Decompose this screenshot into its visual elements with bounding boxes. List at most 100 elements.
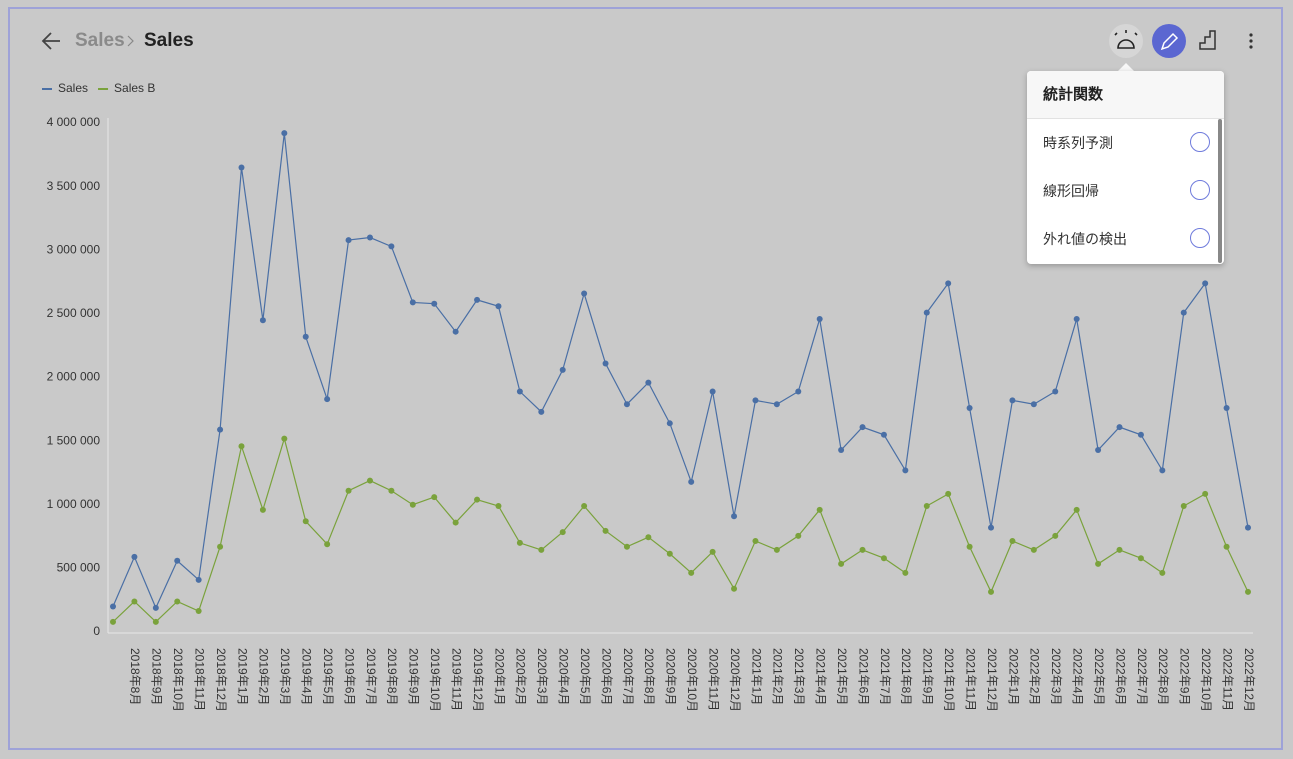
data-point bbox=[1073, 315, 1080, 322]
menu-title: 統計関数 bbox=[1027, 71, 1224, 119]
x-tick-label: 2021年10月 bbox=[942, 648, 956, 712]
data-point bbox=[409, 299, 416, 306]
stats-button[interactable] bbox=[1109, 24, 1143, 58]
data-point bbox=[1137, 555, 1144, 562]
data-point bbox=[1180, 309, 1187, 316]
data-point bbox=[688, 569, 695, 576]
x-tick-label: 2021年4月 bbox=[814, 648, 828, 705]
breadcrumb-current: Sales bbox=[144, 30, 194, 51]
x-tick-label: 2022年12月 bbox=[1242, 648, 1256, 712]
back-button[interactable] bbox=[41, 32, 60, 50]
x-tick-label: 2022年9月 bbox=[1178, 648, 1192, 705]
data-point bbox=[1245, 588, 1251, 595]
data-point bbox=[538, 546, 545, 553]
x-tick-label: 2021年5月 bbox=[835, 648, 849, 705]
x-tick-label: 2019年9月 bbox=[407, 648, 421, 705]
x-tick-label: 2018年9月 bbox=[150, 648, 164, 705]
data-point bbox=[709, 388, 716, 395]
data-point bbox=[1030, 546, 1037, 553]
data-point bbox=[752, 397, 759, 404]
x-tick-label: 2020年12月 bbox=[728, 648, 742, 712]
data-point bbox=[281, 130, 288, 137]
x-tick-label: 2019年1月 bbox=[235, 648, 249, 705]
more-button[interactable] bbox=[1249, 33, 1253, 49]
x-tick-label: 2018年8月 bbox=[128, 648, 142, 705]
x-tick-label: 2022年10月 bbox=[1199, 648, 1213, 712]
data-point bbox=[945, 280, 952, 287]
data-point bbox=[645, 534, 652, 541]
data-point bbox=[452, 328, 459, 335]
data-point bbox=[495, 303, 502, 310]
data-point bbox=[923, 503, 930, 510]
x-tick-label: 2018年11月 bbox=[192, 648, 206, 711]
x-tick-label: 2019年5月 bbox=[321, 648, 335, 705]
data-point bbox=[988, 524, 995, 531]
menu-item[interactable]: 線形回帰 bbox=[1027, 167, 1224, 215]
x-tick-label: 2022年6月 bbox=[1113, 648, 1127, 705]
x-tick-label: 2020年7月 bbox=[621, 648, 635, 705]
stats-menu: 統計関数 時系列予測 線形回帰 外れ値の検出 bbox=[1027, 71, 1224, 264]
data-point bbox=[880, 555, 887, 562]
x-tick-label: 2019年4月 bbox=[300, 648, 314, 705]
data-point bbox=[1159, 467, 1166, 474]
x-tick-label: 2022年5月 bbox=[1092, 648, 1106, 705]
scrollbar bbox=[1218, 119, 1222, 263]
data-point bbox=[302, 518, 309, 525]
y-tick-label: 3 500 000 bbox=[47, 179, 101, 193]
data-point bbox=[838, 447, 845, 454]
x-tick-label: 2021年7月 bbox=[878, 648, 892, 705]
x-tick-label: 2019年8月 bbox=[385, 648, 399, 705]
x-tick-label: 2021年11月 bbox=[963, 648, 977, 711]
series-line bbox=[112, 436, 1249, 623]
x-tick-label: 2019年7月 bbox=[364, 648, 378, 705]
data-point bbox=[131, 553, 138, 560]
data-point bbox=[259, 506, 266, 513]
chart-type-button[interactable] bbox=[1199, 30, 1216, 50]
data-point bbox=[1073, 506, 1080, 513]
data-point bbox=[1202, 280, 1209, 287]
menu-item[interactable]: 外れ値の検出 bbox=[1027, 215, 1224, 263]
data-point bbox=[816, 506, 823, 513]
x-tick-label: 2019年6月 bbox=[342, 648, 356, 705]
data-point bbox=[217, 426, 224, 433]
data-point bbox=[474, 496, 481, 503]
x-tick-label: 2022年7月 bbox=[1135, 648, 1149, 705]
x-tick-label: 2021年6月 bbox=[856, 648, 870, 705]
data-point bbox=[923, 309, 930, 316]
data-point bbox=[602, 360, 609, 367]
y-tick-label: 2 000 000 bbox=[47, 370, 101, 384]
y-tick-label: 2 500 000 bbox=[47, 306, 101, 320]
data-point bbox=[538, 408, 545, 415]
y-tick-label: 3 000 000 bbox=[47, 242, 101, 256]
y-tick-label: 1 500 000 bbox=[47, 433, 101, 447]
data-point bbox=[110, 618, 116, 625]
data-point bbox=[1137, 431, 1144, 438]
breadcrumb-parent[interactable]: Sales bbox=[75, 30, 125, 51]
x-tick-label: 2018年10月 bbox=[171, 648, 185, 712]
menu-item[interactable]: 時系列予測 bbox=[1027, 119, 1224, 167]
x-tick-label: 2020年6月 bbox=[599, 648, 613, 705]
edit-button[interactable] bbox=[1152, 24, 1186, 58]
data-point bbox=[474, 296, 481, 303]
frame bbox=[8, 7, 1283, 750]
x-tick-label: 2021年8月 bbox=[899, 648, 913, 705]
data-point bbox=[1223, 543, 1230, 550]
y-tick-label: 0 bbox=[93, 624, 100, 638]
data-point bbox=[217, 543, 224, 550]
data-point bbox=[559, 366, 566, 373]
x-tick-label: 2019年11月 bbox=[449, 648, 463, 711]
data-point bbox=[1052, 388, 1059, 395]
data-point bbox=[345, 487, 352, 494]
x-tick-label: 2019年3月 bbox=[278, 648, 292, 705]
data-point bbox=[1116, 546, 1123, 553]
x-tick-label: 2020年3月 bbox=[535, 648, 549, 705]
data-point bbox=[623, 543, 630, 550]
data-point bbox=[1009, 538, 1016, 545]
data-point bbox=[859, 424, 866, 431]
data-point bbox=[645, 379, 652, 386]
data-point bbox=[238, 443, 245, 450]
x-tick-label: 2022年11月 bbox=[1220, 648, 1234, 711]
data-point bbox=[324, 541, 331, 548]
